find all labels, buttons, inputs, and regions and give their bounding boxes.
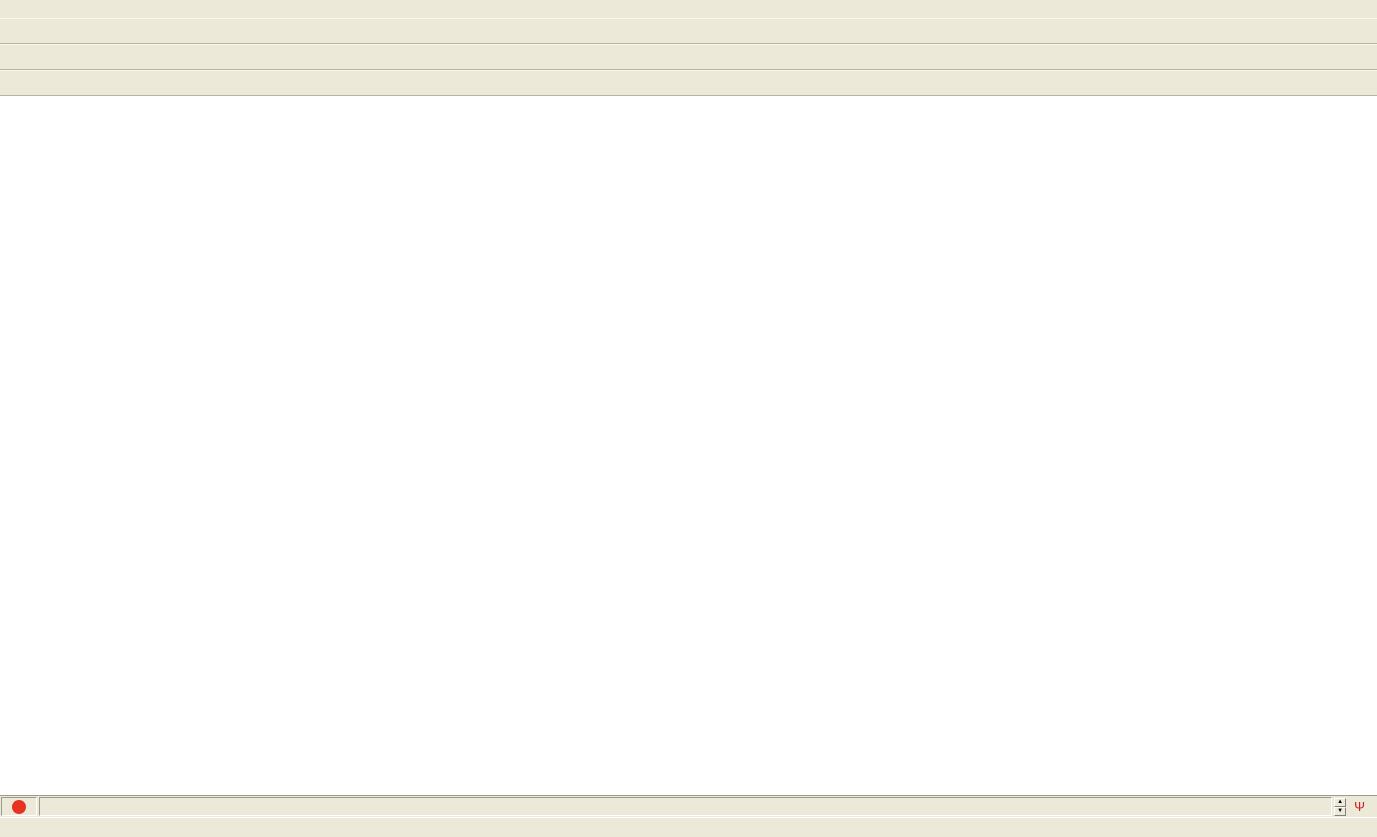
news-ticker[interactable] — [39, 797, 1333, 816]
nav-toolbar — [0, 44, 1377, 70]
index-panel — [1, 797, 37, 816]
ohlc-info-bar — [0, 817, 1377, 837]
module-toolbar — [0, 18, 1377, 44]
ticker-spinner[interactable]: ▲ ▼ — [1334, 798, 1347, 816]
status-bar: ▲ ▼ Ψ — [0, 795, 1377, 817]
shenzhen-badge-icon — [12, 799, 26, 814]
menu-bar — [0, 0, 1377, 18]
kline-chart-area[interactable] — [0, 96, 1377, 795]
kline-chart-svg[interactable] — [0, 96, 1377, 795]
draw-toolbar — [0, 70, 1377, 96]
antenna-icon: Ψ — [1354, 799, 1365, 814]
feed-status: Ψ — [1346, 799, 1377, 814]
